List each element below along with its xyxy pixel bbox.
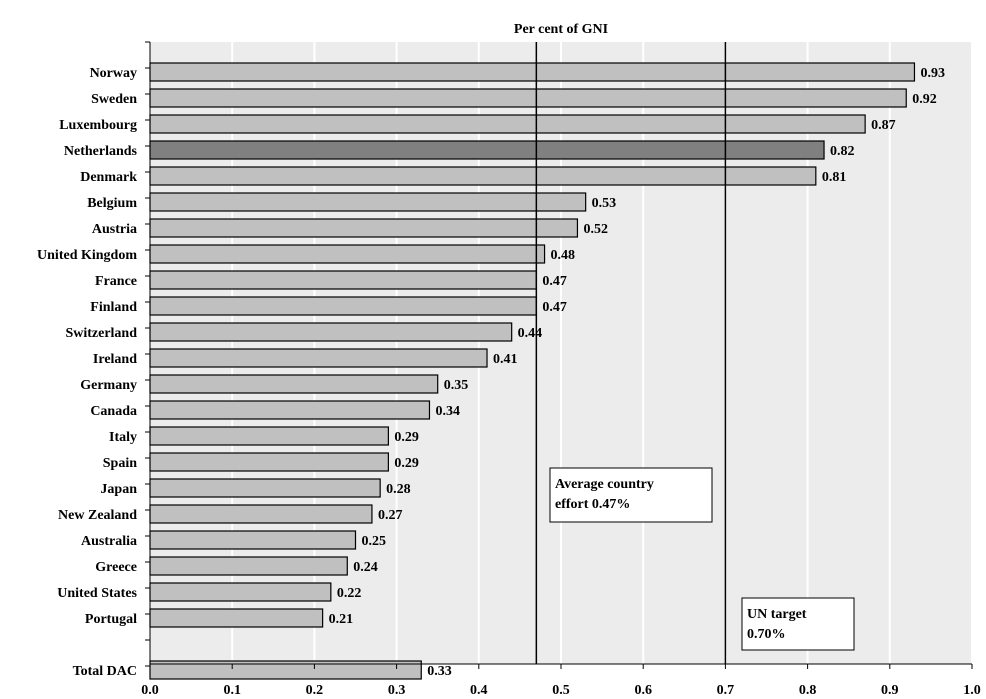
category-label: United Kingdom — [37, 248, 137, 263]
value-label: 0.34 — [435, 404, 460, 419]
x-tick-label: 0.2 — [306, 683, 324, 698]
bar — [149, 322, 513, 342]
value-label: 0.53 — [592, 196, 617, 211]
reference-label-box — [549, 467, 713, 523]
value-label: 0.33 — [427, 664, 452, 679]
category-label: Canada — [90, 404, 137, 419]
bar — [149, 400, 431, 420]
x-tick-label: 0.0 — [141, 683, 159, 698]
category-label: New Zealand — [58, 508, 137, 523]
category-label: United States — [57, 586, 137, 601]
bar — [149, 478, 381, 498]
bar — [149, 348, 488, 368]
category-label: Japan — [100, 482, 137, 497]
value-label: 0.24 — [353, 560, 378, 575]
category-label: Luxembourg — [59, 118, 137, 133]
category-label: Total DAC — [73, 664, 137, 679]
category-label: Greece — [95, 560, 137, 575]
value-label: 0.28 — [386, 482, 411, 497]
category-label: Austria — [92, 222, 137, 237]
value-label: 0.93 — [920, 66, 945, 81]
value-labels: 0.93 0.92 0.87 0.82 0.81 0.53 0.52 0.48 0.47 0.47… — [329, 66, 945, 679]
value-label: 0.41 — [493, 352, 518, 367]
value-label: 0.92 — [912, 92, 937, 107]
value-label: 0.81 — [822, 170, 847, 185]
category-label: Norway — [90, 66, 137, 81]
value-label: 0.35 — [444, 378, 469, 393]
bar — [149, 192, 587, 212]
reference-label: 0.70% — [747, 627, 786, 642]
x-tick-label: 0.8 — [799, 683, 817, 698]
bar — [149, 374, 439, 394]
reference-lines: Average country effort 0.47% UN target 0.70… — [535, 42, 855, 664]
category-labels: Norway Sweden Luxembourg Netherlands Denmark… — [37, 66, 138, 679]
category-label: Australia — [81, 534, 137, 549]
value-label: 0.47 — [542, 274, 567, 289]
bar — [149, 530, 357, 550]
value-label: 0.47 — [542, 300, 567, 315]
value-label: 0.48 — [551, 248, 576, 263]
category-label: Denmark — [80, 170, 137, 185]
x-tick-label: 0.9 — [881, 683, 899, 698]
x-tick-label: 0.7 — [717, 683, 735, 698]
bar — [149, 244, 546, 264]
bar — [149, 296, 537, 316]
value-label: 0.44 — [518, 326, 543, 341]
reference-label-box — [741, 597, 855, 651]
category-label: Netherlands — [64, 144, 138, 159]
bar — [149, 88, 907, 108]
bar — [149, 582, 332, 602]
value-label: 0.82 — [830, 144, 855, 159]
category-label: Germany — [80, 378, 137, 393]
value-label: 0.87 — [871, 118, 896, 133]
category-label: Switzerland — [65, 326, 137, 341]
value-label: 0.29 — [394, 456, 419, 471]
bar — [149, 504, 373, 524]
bar — [149, 62, 916, 82]
bar — [149, 660, 422, 680]
category-label: Portugal — [85, 612, 137, 627]
category-label: Belgium — [87, 196, 137, 211]
value-label: 0.29 — [394, 430, 419, 445]
category-label: Italy — [109, 430, 137, 445]
x-tick-label: 0.4 — [470, 683, 488, 698]
category-label: France — [95, 274, 137, 289]
value-label: 0.21 — [329, 612, 354, 627]
bar — [149, 270, 537, 290]
bar — [149, 140, 825, 160]
x-axis: 0.0 0.1 0.2 0.3 0.4 0.5 0.6 0.7 0.8 0.9 1.0 — [141, 663, 981, 698]
bar — [149, 608, 324, 628]
reference-label: Average country — [555, 477, 654, 492]
bar — [149, 166, 817, 186]
bars — [149, 62, 916, 680]
value-label: 0.27 — [378, 508, 403, 523]
x-tick-label: 0.5 — [552, 683, 570, 698]
bar — [149, 426, 389, 446]
category-label: Finland — [90, 300, 137, 315]
x-tick-label: 0.1 — [223, 683, 241, 698]
bar — [149, 218, 579, 238]
category-label: Sweden — [91, 92, 137, 107]
x-tick-label: 1.0 — [963, 683, 981, 698]
category-label: Spain — [103, 456, 137, 471]
reference-label: effort 0.47% — [555, 497, 630, 512]
x-tick-label: 0.6 — [634, 683, 652, 698]
value-label: 0.25 — [362, 534, 387, 549]
bar — [149, 452, 389, 472]
x-tick-label: 0.3 — [388, 683, 406, 698]
reference-label: UN target — [747, 607, 807, 622]
value-label: 0.22 — [337, 586, 362, 601]
chart-title: Per cent of GNI — [514, 22, 608, 37]
bar — [149, 114, 866, 134]
bar — [149, 556, 348, 576]
category-label: Ireland — [93, 352, 137, 367]
value-label: 0.52 — [583, 222, 608, 237]
y-axis — [145, 41, 151, 667]
